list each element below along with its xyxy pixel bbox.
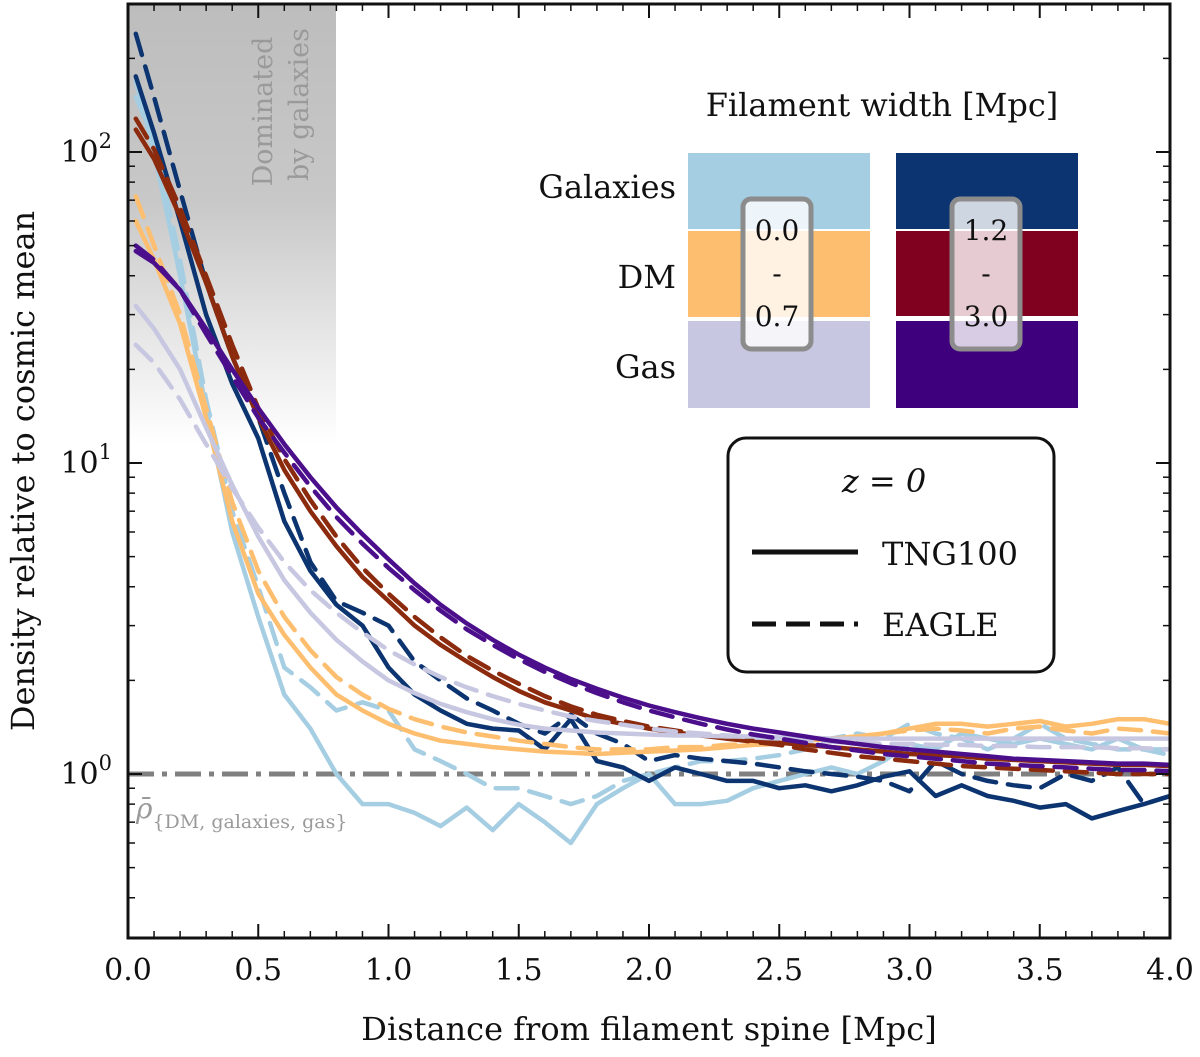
- x-tick-label: 1.0: [365, 953, 413, 988]
- legend-row-dm: DM: [618, 258, 676, 296]
- cosmic-mean-label: ρ̄{DM, galaxies, gas}: [135, 792, 347, 833]
- series-line-gas-0.0-0.7-eagle: [133, 342, 1170, 752]
- simulation-legend: z = 0 TNG100 EAGLE: [726, 436, 1056, 674]
- series-line-dm-1.2-3.0-eagle: [133, 116, 1170, 777]
- filament-width-legend: Filament width [Mpc] Galaxies DM Gas 0.0…: [538, 86, 1078, 408]
- y-tick-label: 102: [60, 129, 112, 170]
- y-tick-exponent: 0: [99, 751, 112, 775]
- y-tick-base: 10: [60, 446, 98, 481]
- y-tick-base: 10: [60, 757, 98, 792]
- y-tick-base: 10: [60, 135, 98, 170]
- series-line-gas-1.2-3.0-tng100: [133, 248, 1170, 768]
- series-line-galaxies-1.2-3.0-tng100: [133, 74, 1170, 821]
- width-bin-narrow-high: 0.7: [755, 300, 800, 333]
- width-bin-wide-dash: -: [981, 257, 990, 290]
- series-line-dm-0.0-0.7-eagle: [133, 194, 1170, 752]
- width-bin-wide-high: 3.0: [964, 300, 1009, 333]
- x-tick-label: 3.5: [1016, 953, 1064, 988]
- x-tick-label: 3.0: [886, 953, 934, 988]
- shade-label-line1: Dominated: [248, 37, 279, 187]
- legend-label-tng100: TNG100: [882, 535, 1018, 573]
- x-axis-ticks: 0.0 0.5 1.0 1.5 2.0 2.5 3.0 3.5 4.0: [104, 4, 1194, 988]
- x-tick-label: 4.0: [1146, 953, 1194, 988]
- simulation-legend-box: [726, 436, 1056, 674]
- y-tick-label: 101: [60, 440, 112, 481]
- y-tick-exponent: 2: [99, 129, 112, 153]
- x-tick-label: 2.5: [755, 953, 803, 988]
- x-tick-label: 0.0: [104, 953, 152, 988]
- width-bin-box-narrow: [740, 196, 814, 352]
- series-layer: [133, 31, 1170, 846]
- legend-label-eagle: EAGLE: [882, 606, 999, 644]
- x-tick-label: 2.0: [625, 953, 673, 988]
- legend-row-gas: Gas: [615, 348, 676, 386]
- width-legend-title: Filament width [Mpc]: [706, 86, 1059, 124]
- y-axis-label: Density relative to cosmic mean: [4, 211, 42, 731]
- series-line-gas-1.2-3.0-eagle: [133, 243, 1170, 774]
- width-bin-narrow-dash: -: [772, 257, 781, 290]
- redshift-label: z = 0: [841, 462, 926, 500]
- series-line-galaxies-1.2-3.0-eagle: [133, 31, 1170, 807]
- x-tick-label: 1.5: [495, 953, 543, 988]
- x-tick-label: 0.5: [234, 953, 282, 988]
- legend-row-galaxies: Galaxies: [538, 168, 676, 206]
- width-bin-box-wide: [949, 196, 1023, 352]
- cosmic-mean-symbol: ρ̄: [135, 792, 153, 825]
- series-line-gas-0.0-0.7-tng100: [133, 303, 1170, 741]
- width-bin-wide-low: 1.2: [964, 214, 1009, 247]
- y-tick-exponent: 1: [99, 440, 112, 464]
- width-bin-narrow-low: 0.0: [755, 214, 800, 247]
- shade-label-line2: by galaxies: [284, 28, 315, 181]
- cosmic-mean-subscript: {DM, galaxies, gas}: [152, 811, 347, 833]
- galaxy-dominated-label: Dominated by galaxies: [248, 28, 315, 186]
- x-axis-label: Distance from filament spine [Mpc]: [361, 1010, 936, 1048]
- y-tick-label: 100: [60, 751, 112, 792]
